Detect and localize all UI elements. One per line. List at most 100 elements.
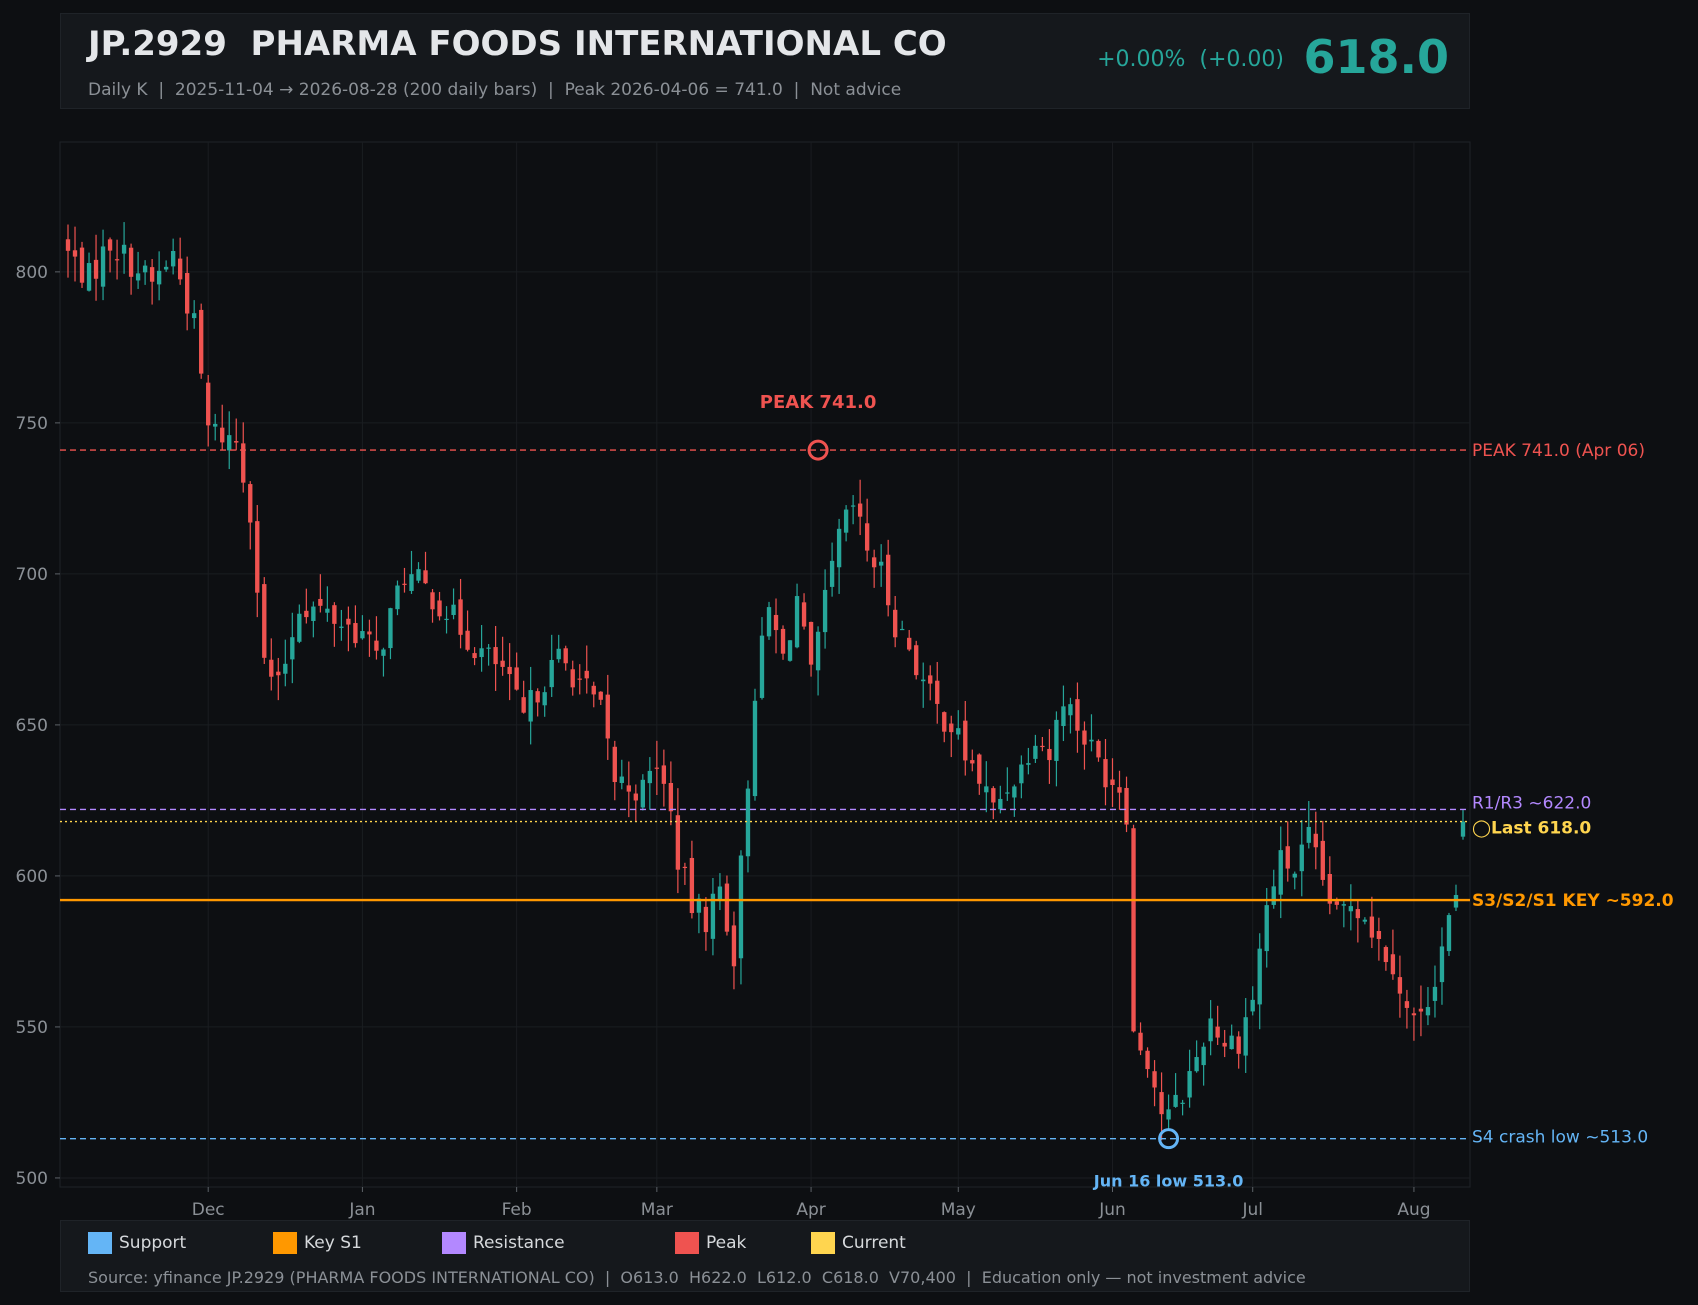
candle-body bbox=[591, 685, 596, 695]
candle-body bbox=[65, 239, 71, 251]
candle-body bbox=[255, 521, 260, 593]
candle-body bbox=[549, 659, 554, 688]
candle-body bbox=[199, 309, 204, 374]
candle-body bbox=[689, 857, 695, 914]
candle-body bbox=[801, 602, 807, 627]
x-tick-label: Jan bbox=[348, 1200, 375, 1220]
candle-body bbox=[1173, 1094, 1178, 1107]
legend-item-current: Current bbox=[811, 1231, 906, 1255]
candle-body bbox=[780, 628, 786, 654]
candle-body bbox=[1446, 915, 1452, 952]
candle-body bbox=[914, 645, 919, 676]
candle-body bbox=[1285, 846, 1290, 869]
candle-body bbox=[1082, 730, 1087, 745]
marker-peak bbox=[807, 439, 829, 461]
candle-body bbox=[220, 427, 225, 443]
legend-label: Peak bbox=[706, 1233, 747, 1253]
candle-body bbox=[493, 647, 498, 665]
plot-area bbox=[59, 141, 1471, 1188]
y-tick-label: 650 bbox=[16, 716, 48, 736]
candle-body bbox=[893, 609, 898, 638]
candle-body bbox=[1159, 1092, 1164, 1115]
candle-body bbox=[507, 666, 512, 675]
candle-body bbox=[1166, 1109, 1171, 1120]
candle-body bbox=[977, 754, 982, 784]
candle-body bbox=[163, 266, 169, 270]
candle-body bbox=[1222, 1042, 1227, 1047]
candle-body bbox=[1061, 706, 1066, 727]
annotation-peak: PEAK 741.0 bbox=[760, 392, 877, 413]
candle-body bbox=[381, 649, 386, 656]
candle-body bbox=[563, 648, 568, 664]
legend-label: Support bbox=[119, 1233, 187, 1253]
candle-body bbox=[612, 746, 617, 783]
candle-body bbox=[1138, 1032, 1143, 1051]
legend-item-resistance: Resistance bbox=[442, 1231, 565, 1255]
candle-body bbox=[577, 678, 582, 680]
legend-label: Resistance bbox=[473, 1233, 565, 1253]
candle-body bbox=[170, 250, 176, 267]
candle-body bbox=[668, 783, 674, 812]
candle-body bbox=[353, 623, 358, 644]
candle-body bbox=[1040, 745, 1045, 748]
candle-body bbox=[1299, 844, 1304, 872]
candle-body bbox=[500, 660, 505, 667]
candle-body bbox=[703, 906, 709, 933]
candle-body bbox=[100, 246, 106, 287]
candle-body bbox=[451, 604, 456, 616]
y-tick-label: 550 bbox=[16, 1018, 48, 1038]
candle-body bbox=[731, 925, 737, 967]
candle-body bbox=[79, 247, 85, 283]
candle-body bbox=[234, 441, 239, 443]
candle-body bbox=[177, 258, 183, 280]
candle-body bbox=[1152, 1071, 1157, 1088]
candle-body bbox=[682, 866, 688, 869]
header-panel: JP.2929 PHARMA FOODS INTERNATIONAL CO Da… bbox=[60, 13, 1470, 109]
candle-body bbox=[928, 675, 933, 684]
candle-body bbox=[843, 509, 849, 533]
candle-body bbox=[1215, 1026, 1220, 1038]
x-tick-label: Dec bbox=[192, 1200, 225, 1220]
candle-body bbox=[808, 621, 814, 665]
candle-body bbox=[297, 613, 302, 642]
candle-body bbox=[156, 270, 162, 285]
support-swatch bbox=[88, 1232, 112, 1254]
candle-body bbox=[1397, 977, 1403, 994]
candle-body bbox=[864, 523, 870, 551]
candle-body bbox=[829, 560, 835, 587]
candle-body bbox=[886, 554, 891, 606]
candle-body bbox=[374, 640, 379, 651]
candle-body bbox=[1187, 1071, 1192, 1098]
candle-body bbox=[227, 435, 232, 451]
candle-body bbox=[647, 770, 653, 784]
candle-body bbox=[1341, 904, 1347, 906]
candle-body bbox=[1201, 1046, 1206, 1066]
candle-body bbox=[850, 505, 856, 507]
candle-body bbox=[311, 606, 316, 621]
candle-body bbox=[472, 653, 477, 659]
candle-body bbox=[535, 691, 540, 703]
candle-body bbox=[135, 273, 141, 281]
x-tick-label: Jul bbox=[1241, 1200, 1263, 1220]
candle-body bbox=[1460, 821, 1466, 837]
legend-item-key-s1: Key S1 bbox=[273, 1231, 362, 1255]
candle-body bbox=[1439, 946, 1445, 983]
candle-body bbox=[1110, 779, 1115, 786]
chart-title: JP.2929 PHARMA FOODS INTERNATIONAL CO bbox=[88, 24, 947, 64]
candle-body bbox=[479, 648, 484, 658]
legend-label: Current bbox=[842, 1233, 906, 1253]
candle-body bbox=[486, 647, 491, 649]
candle-body bbox=[696, 898, 702, 913]
candle-body bbox=[794, 596, 800, 648]
candle-body bbox=[1257, 948, 1262, 1005]
candle-body bbox=[1327, 874, 1332, 904]
candle-body bbox=[121, 244, 127, 254]
candle-body bbox=[640, 779, 645, 808]
candle-body bbox=[1194, 1057, 1199, 1072]
candle-body bbox=[766, 607, 772, 637]
candle-body bbox=[367, 631, 372, 635]
key-s1-swatch bbox=[273, 1232, 297, 1254]
candle-body bbox=[1313, 833, 1318, 848]
candle-body bbox=[626, 785, 631, 792]
candle-body bbox=[444, 618, 449, 621]
